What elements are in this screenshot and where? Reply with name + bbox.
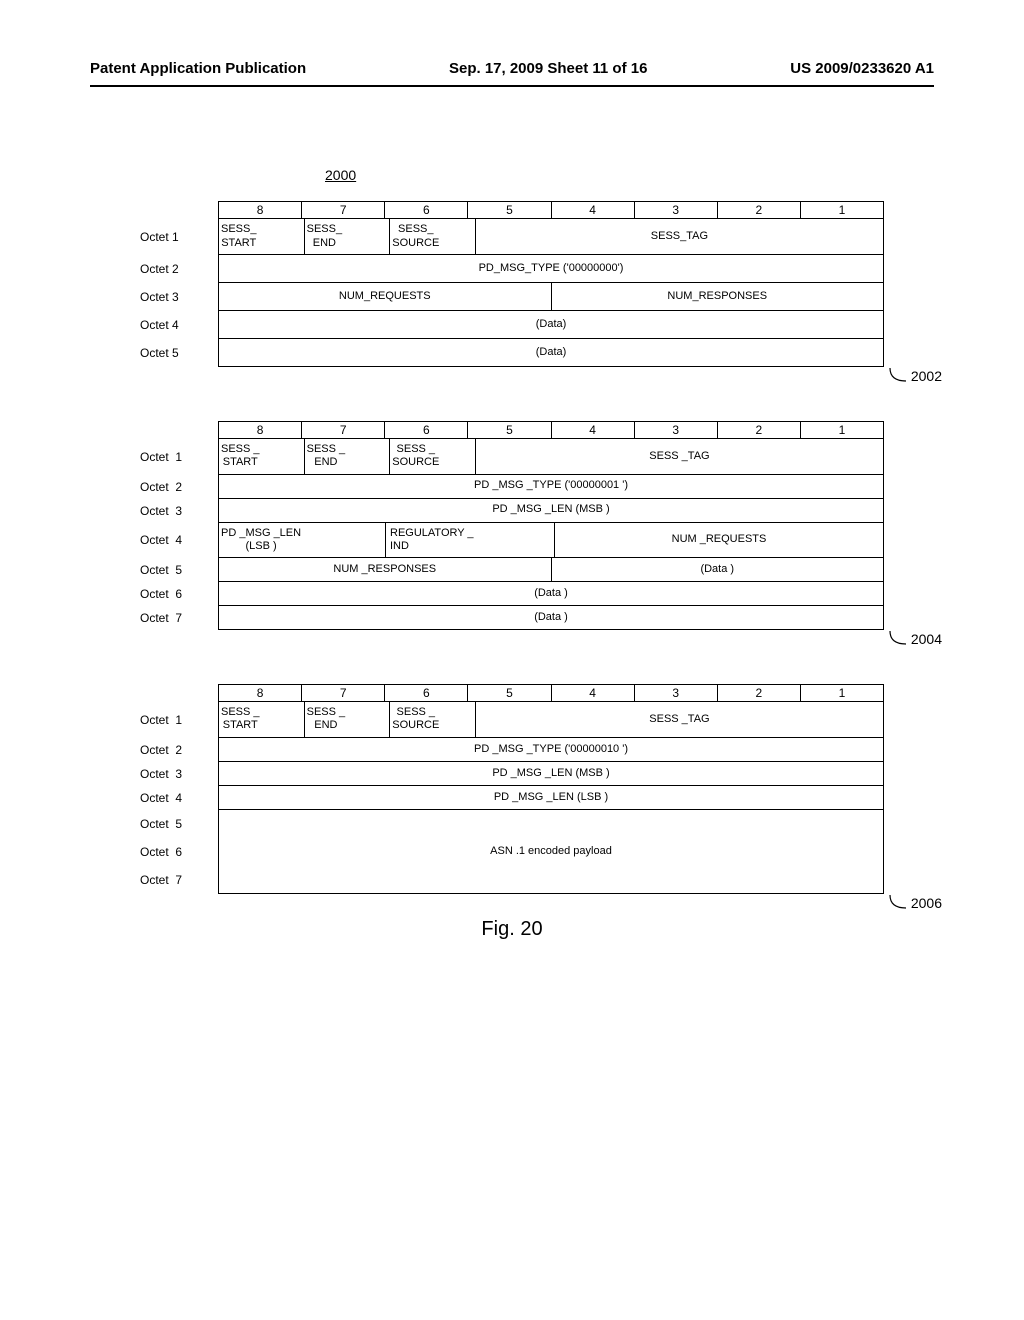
bit-header: 1 — [801, 421, 884, 439]
octet-cell: NUM_REQUESTS — [219, 283, 552, 311]
octet-label: Octet 5 — [140, 558, 218, 582]
figure-caption: Fig. 20 — [140, 918, 884, 941]
bit-header: 6 — [385, 421, 468, 439]
octet-cell: SESS _ START — [219, 702, 305, 737]
bit-header: 5 — [468, 684, 551, 702]
octet-cell: PD _MSG _LEN (MSB ) — [219, 762, 884, 786]
octet-label: Octet 2 — [140, 255, 218, 283]
bit-header: 5 — [468, 421, 551, 439]
octet-label: Octet 5 Octet 6 Octet 7 — [140, 810, 218, 894]
figure-area: 2000 87654321 Octet 1SESS_ STARTSESS_ EN… — [140, 167, 884, 941]
header-center: Sep. 17, 2009 Sheet 11 of 16 — [449, 60, 647, 77]
header-right: US 2009/0233620 A1 — [790, 60, 934, 77]
octet-cell: SESS _ START — [219, 439, 305, 474]
octet-cell: (Data ) — [552, 558, 885, 582]
bit-header: 1 — [801, 201, 884, 219]
octet-cell: PD _MSG _LEN (LSB ) — [219, 523, 386, 558]
bit-header: 8 — [219, 684, 302, 702]
octet-table-2004: 87654321 Octet 1SESS _ STARTSESS _ ENDSE… — [140, 421, 884, 630]
octet-cell: SESS _ END — [305, 439, 391, 474]
octet-cell: PD _MSG _LEN (LSB ) — [219, 786, 884, 810]
octet-cell: (Data) — [219, 339, 884, 367]
octet-cell: SESS _ SOURCE — [390, 702, 476, 737]
bit-header: 5 — [468, 201, 551, 219]
octet-cell: PD _MSG _LEN (MSB ) — [219, 499, 884, 523]
figure-number: 2000 — [325, 167, 884, 183]
octet-label: Octet 3 — [140, 283, 218, 311]
octet-label: Octet 7 — [140, 606, 218, 630]
octet-label: Octet 4 — [140, 311, 218, 339]
bit-header: 1 — [801, 684, 884, 702]
octet-label: Octet 4 — [140, 786, 218, 810]
bit-header: 7 — [302, 421, 385, 439]
octet-cell: NUM _REQUESTS — [555, 523, 884, 558]
reference-2004: 2004 — [889, 630, 942, 648]
octet-label: Octet 6 — [140, 582, 218, 606]
reference-2002: 2002 — [889, 367, 942, 385]
bit-header: 3 — [635, 684, 718, 702]
octet-table-2006: 87654321 Octet 1SESS _ STARTSESS _ ENDSE… — [140, 684, 884, 894]
bit-header: 6 — [385, 684, 468, 702]
octet-cell: REGULATORY _ IND — [386, 523, 555, 558]
octet-cell: PD _MSG _TYPE ('00000001 ') — [219, 475, 884, 499]
octet-cell: SESS_ END — [305, 219, 391, 254]
octet-label: Octet 1 — [140, 439, 218, 474]
bit-header: 3 — [635, 201, 718, 219]
bit-header: 4 — [552, 684, 635, 702]
octet-label: Octet 5 — [140, 339, 218, 367]
octet-label: Octet 1 — [140, 702, 218, 737]
octet-cell: SESS_TAG — [476, 219, 884, 254]
octet-label: Octet 3 — [140, 762, 218, 786]
octet-cell: SESS _TAG — [476, 439, 884, 474]
bit-header: 4 — [552, 201, 635, 219]
octet-label: Octet 4 — [140, 523, 218, 558]
octet-table-2002: 87654321 Octet 1SESS_ STARTSESS_ ENDSESS… — [140, 201, 884, 367]
octet-cell: SESS _TAG — [476, 702, 884, 737]
octet-cell: NUM _RESPONSES — [219, 558, 552, 582]
octet-cell: (Data) — [219, 311, 884, 339]
page-header: Patent Application Publication Sep. 17, … — [90, 60, 934, 87]
bit-header: 2 — [718, 684, 801, 702]
octet-cell: SESS_ SOURCE — [390, 219, 476, 254]
reference-2006: 2006 — [889, 894, 942, 912]
bit-header: 2 — [718, 421, 801, 439]
bit-header: 8 — [219, 421, 302, 439]
octet-cell: (Data ) — [219, 606, 884, 630]
octet-cell: NUM_RESPONSES — [552, 283, 885, 311]
bit-header: 7 — [302, 201, 385, 219]
bit-header: 7 — [302, 684, 385, 702]
octet-label: Octet 1 — [140, 219, 218, 254]
bit-header: 6 — [385, 201, 468, 219]
bit-header: 4 — [552, 421, 635, 439]
octet-cell: (Data ) — [219, 582, 884, 606]
octet-label: Octet 3 — [140, 499, 218, 523]
header-left: Patent Application Publication — [90, 60, 306, 77]
octet-cell: PD_MSG_TYPE ('00000000') — [219, 255, 884, 283]
bit-header: 3 — [635, 421, 718, 439]
octet-label: Octet 2 — [140, 738, 218, 762]
bit-header: 8 — [219, 201, 302, 219]
octet-cell: SESS _ END — [305, 702, 391, 737]
octet-cell: PD _MSG _TYPE ('00000010 ') — [219, 738, 884, 762]
octet-cell: ASN .1 encoded payload — [219, 810, 884, 894]
octet-cell: SESS_ START — [219, 219, 305, 254]
bit-header: 2 — [718, 201, 801, 219]
octet-cell: SESS _ SOURCE — [390, 439, 476, 474]
octet-label: Octet 2 — [140, 475, 218, 499]
